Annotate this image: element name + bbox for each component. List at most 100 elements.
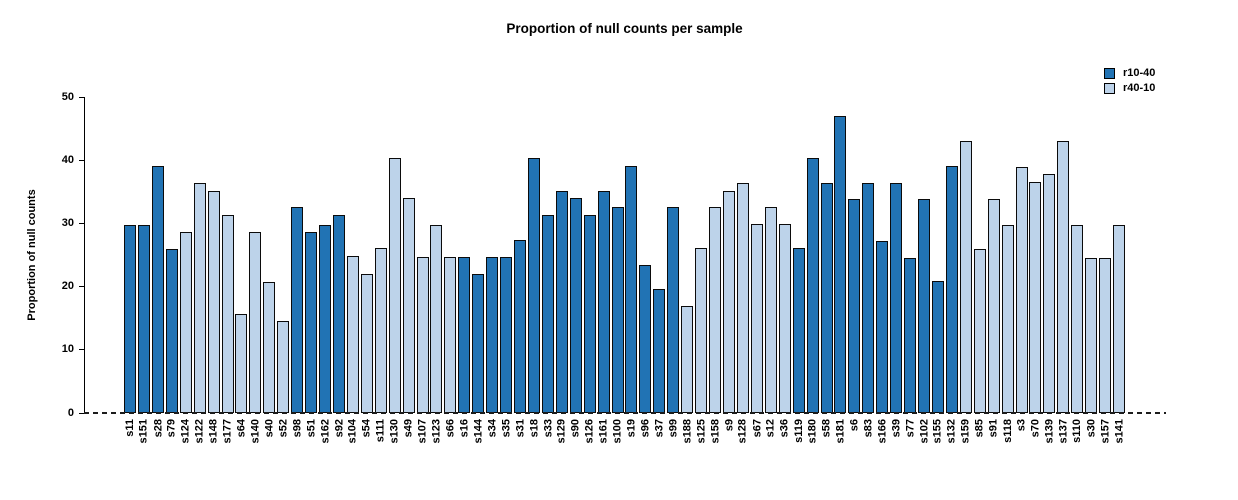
y-tick bbox=[79, 286, 84, 288]
bar-s157 bbox=[1099, 257, 1112, 413]
bar-s123 bbox=[430, 224, 443, 413]
bar-s83 bbox=[862, 182, 875, 413]
x-tick-label: s52 bbox=[277, 419, 290, 438]
bar-s177 bbox=[221, 214, 234, 413]
x-tick-label: s18 bbox=[527, 419, 540, 438]
bar-s90 bbox=[569, 198, 582, 413]
x-tick-label: s35 bbox=[500, 419, 513, 438]
x-tick-label: s99 bbox=[667, 419, 680, 438]
x-tick-label: s36 bbox=[778, 419, 791, 438]
x-tick-label: s125 bbox=[695, 419, 708, 444]
bar-s64 bbox=[235, 313, 248, 413]
bar-s141 bbox=[1113, 224, 1126, 413]
x-tick-label: s37 bbox=[653, 419, 666, 438]
x-tick-label: s49 bbox=[402, 419, 415, 438]
bar-s34 bbox=[486, 257, 499, 413]
x-tick-label: s9 bbox=[723, 419, 735, 432]
x-tick-label: s67 bbox=[750, 419, 763, 438]
x-tick-label: s188 bbox=[681, 419, 694, 444]
bar-s52 bbox=[277, 321, 290, 413]
bar-s162 bbox=[319, 224, 332, 413]
x-tick-label: s33 bbox=[541, 419, 554, 438]
x-tick-label: s159 bbox=[959, 419, 972, 444]
y-axis-line bbox=[84, 97, 85, 413]
bar-s6 bbox=[848, 199, 861, 413]
legend: r10-40 r40-10 bbox=[1104, 66, 1155, 96]
bar-s66 bbox=[444, 257, 457, 413]
bar-s104 bbox=[346, 256, 359, 413]
y-tick-label: 30 bbox=[61, 217, 74, 230]
bar-s36 bbox=[778, 224, 791, 413]
legend-swatch-dark-icon bbox=[1104, 68, 1115, 79]
x-tick-label: s129 bbox=[555, 419, 568, 444]
bar-s100 bbox=[611, 207, 624, 413]
x-tick-label: s123 bbox=[430, 419, 443, 444]
y-tick-label: 50 bbox=[61, 90, 74, 103]
legend-item-r40-10: r40-10 bbox=[1104, 81, 1155, 96]
x-tick-label: s130 bbox=[388, 419, 401, 444]
x-tick-label: s144 bbox=[472, 419, 485, 444]
x-tick-label: s96 bbox=[639, 419, 652, 438]
bar-s92 bbox=[332, 215, 345, 413]
x-tick-label: s51 bbox=[305, 419, 318, 438]
y-tick bbox=[79, 223, 84, 225]
x-tick-label: s85 bbox=[973, 419, 986, 438]
x-tick-label: s70 bbox=[1029, 419, 1042, 438]
legend-label-r40-10: r40-10 bbox=[1123, 82, 1156, 94]
x-tick-label: s11 bbox=[124, 419, 136, 437]
x-tick-label: s102 bbox=[918, 419, 931, 444]
x-tick-label: s100 bbox=[611, 419, 624, 444]
bar-s125 bbox=[695, 248, 708, 413]
bar-s28 bbox=[151, 165, 164, 413]
bar-s161 bbox=[597, 190, 610, 413]
y-tick-label: 0 bbox=[67, 406, 74, 419]
y-tick bbox=[79, 96, 84, 98]
x-tick-label: s162 bbox=[319, 419, 332, 444]
bar-s91 bbox=[987, 199, 1000, 413]
x-tick-label: s83 bbox=[862, 419, 875, 438]
bar-s70 bbox=[1029, 181, 1042, 413]
legend-label-r10-40: r10-40 bbox=[1123, 67, 1156, 79]
bar-s31 bbox=[514, 240, 527, 413]
x-tick-label: s140 bbox=[249, 419, 262, 444]
x-tick-label: s110 bbox=[1071, 419, 1084, 443]
bar-s181 bbox=[834, 116, 847, 413]
bar-s188 bbox=[681, 306, 694, 413]
x-tick-label: s151 bbox=[137, 419, 150, 444]
bar-s77 bbox=[904, 257, 917, 413]
bar-s39 bbox=[890, 182, 903, 413]
x-tick-label: s77 bbox=[904, 419, 917, 438]
bar-s54 bbox=[360, 273, 373, 413]
x-tick-label: s124 bbox=[179, 419, 192, 444]
zero-baseline-dashed bbox=[84, 412, 1166, 414]
x-tick-label: s128 bbox=[736, 419, 749, 444]
x-tick-label: s158 bbox=[709, 419, 722, 444]
bar-s126 bbox=[583, 215, 596, 413]
bar-s51 bbox=[305, 231, 318, 413]
y-tick-label: 20 bbox=[61, 280, 74, 293]
bar-s99 bbox=[667, 207, 680, 413]
x-tick-label: s141 bbox=[1113, 419, 1126, 444]
y-tick-label: 10 bbox=[61, 343, 74, 356]
x-tick-label: s92 bbox=[332, 419, 345, 438]
bar-s3 bbox=[1015, 166, 1028, 413]
x-tick-label: s139 bbox=[1043, 419, 1056, 444]
bar-s144 bbox=[472, 273, 485, 413]
bar-s85 bbox=[973, 248, 986, 413]
bar-s140 bbox=[249, 231, 262, 413]
x-tick-label: s28 bbox=[151, 419, 164, 438]
bar-s19 bbox=[625, 165, 638, 413]
bar-s102 bbox=[918, 199, 930, 413]
x-tick-label: s40 bbox=[263, 419, 276, 438]
x-tick-label: s16 bbox=[458, 419, 471, 438]
x-tick-label: s137 bbox=[1057, 419, 1070, 444]
x-tick-label: s64 bbox=[235, 419, 248, 438]
bar-s118 bbox=[1001, 224, 1014, 413]
bar-s37 bbox=[653, 289, 666, 413]
bar-s130 bbox=[388, 158, 401, 413]
x-tick-label: s111 bbox=[374, 419, 387, 443]
bar-s11 bbox=[124, 224, 136, 413]
bar-s18 bbox=[527, 158, 540, 413]
x-tick-label: s180 bbox=[806, 419, 819, 444]
bar-s148 bbox=[207, 190, 220, 413]
